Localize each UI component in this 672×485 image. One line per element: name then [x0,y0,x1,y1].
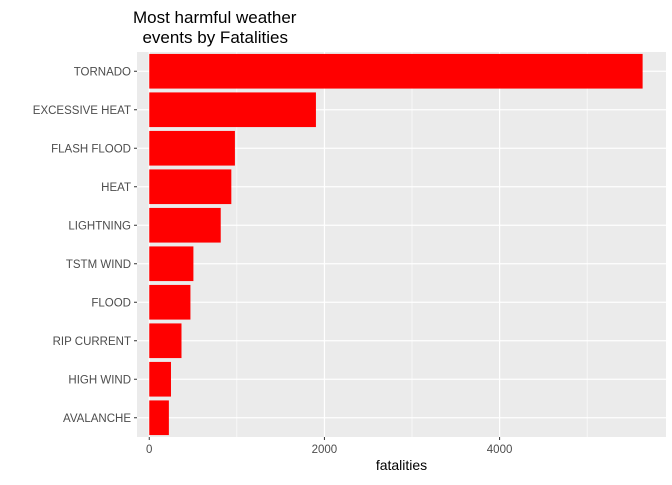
x-tick-label: 2000 [312,444,338,456]
y-tick-label: TORNADO [74,66,131,78]
bar [149,400,169,436]
y-axis-ticks: TORNADO EXCESSIVE HEAT FLASH FLOOD HEAT LIGH… [33,66,137,425]
y-tick-label: AVALANCHE [63,413,131,425]
y-tick-label: RIP CURRENT [53,336,131,348]
y-tick-label: EXCESSIVE HEAT [33,105,131,117]
bar [149,284,191,320]
bar [149,130,235,166]
bars [149,53,643,436]
y-tick-label: HIGH WIND [68,374,131,386]
y-tick-label: FLOOD [91,297,131,309]
bar [149,361,171,397]
x-tick-label: 0 [146,444,152,456]
x-tick-label: 4000 [487,444,513,456]
x-axis-ticks: 0 2000 4000 [146,437,512,456]
chart-title-line: Most harmful weather [133,8,297,27]
bar [149,92,316,128]
x-axis-title: fatalities [376,457,427,473]
y-tick-label: TSTM WIND [66,259,131,271]
y-tick-label: FLASH FLOOD [51,143,131,155]
chart-title-line: events by Fatalities [133,28,288,47]
y-tick-label: LIGHTNING [68,220,131,232]
bar [149,53,643,89]
bar [149,246,194,282]
bar [149,323,182,359]
chart-title: Most harmful weather events by Fatalitie… [133,8,297,47]
bar [149,207,221,243]
bar [149,169,232,205]
y-tick-label: HEAT [101,182,131,194]
